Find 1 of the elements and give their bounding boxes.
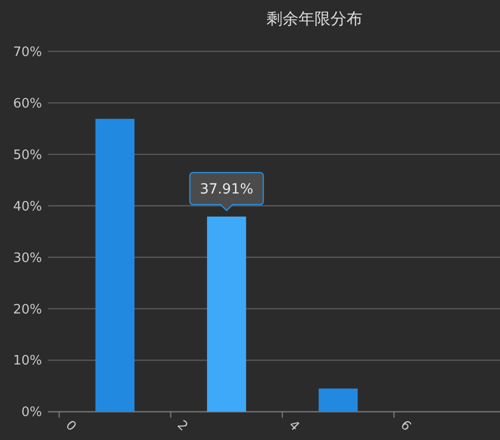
title: 剩余年限分布 xyxy=(266,9,363,28)
